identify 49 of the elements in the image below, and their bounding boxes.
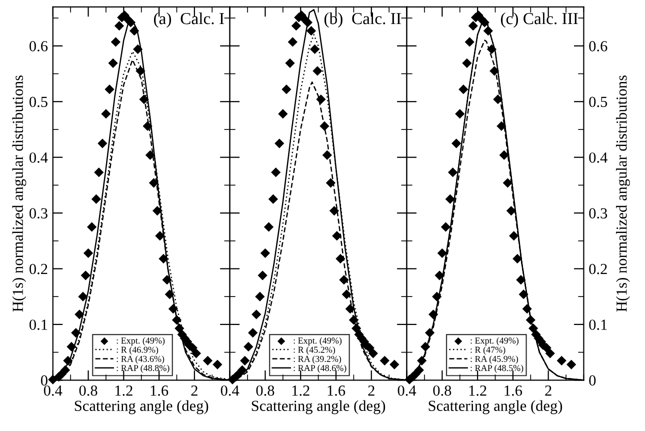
x-tick-label: 1.6 (328, 385, 346, 396)
x-tick-label: 0.4 (44, 385, 62, 396)
x-tick-label: 1.2 (292, 385, 310, 396)
y-tick-label: 0.1 (30, 320, 48, 330)
y-axis-title: H(1s) normalized angular distributions (12, 75, 26, 312)
x-tick-label: 0.4 (398, 385, 416, 396)
annotation: (b) Calc. II (324, 12, 401, 28)
y-tick-label: 0.1 (589, 320, 607, 330)
y-tick-label: 0 (589, 375, 596, 386)
y-tick-label: 0.3 (589, 208, 608, 219)
x-tick-label: 1.6 (504, 385, 522, 396)
legend-label: : RAP (48.5%) (470, 364, 524, 373)
x-tick-label: 0.8 (79, 385, 98, 396)
x-axis-title: Scattering angle (deg) (428, 400, 562, 414)
x-tick-label: 1.6 (150, 385, 168, 396)
legend-label: : Expt. (49%) (116, 337, 165, 346)
legend-label: : R (47%) (470, 346, 506, 355)
legend-label: : Expt. (49%) (294, 337, 342, 346)
x-axis-title: Scattering angle (deg) (252, 400, 386, 414)
legend-label: : RAP (48.6%) (294, 364, 346, 373)
y-tick-label: 0.3 (30, 208, 48, 219)
y-tick-label: 0.4 (589, 152, 608, 163)
x-axis-title: Scattering angle (deg) (74, 400, 208, 414)
legend-label: : R (45.2%) (294, 346, 336, 355)
legend-label: : RA (43.6%) (116, 356, 164, 364)
annotation: (c) Calc. III (500, 12, 578, 28)
y-tick-label: 0.6 (589, 41, 608, 52)
x-tick-label: 0.4 (220, 385, 240, 396)
y-axis-title: H(1s) normalized angular distributions (616, 75, 630, 312)
legend-label: : Expt. (49%) (470, 337, 518, 346)
legend-label: : RA (45.9%) (470, 356, 518, 364)
x-tick-label: 1.2 (469, 385, 486, 396)
y-tick-label: 0.2 (30, 264, 48, 274)
x-tick-label: 0.8 (433, 385, 452, 396)
y-tick-label: 0.4 (30, 152, 48, 163)
legend-label: : R (46.9%) (116, 346, 158, 355)
x-tick-label: 2 (545, 385, 552, 396)
legend-label: : RA (39.2%) (294, 356, 342, 364)
x-tick-label: 2 (368, 385, 374, 396)
x-tick-label: 1.2 (115, 385, 132, 396)
y-tick-label: 0.6 (30, 41, 48, 52)
legend-label: : RAP (48.8%) (116, 364, 170, 373)
y-tick-label: 0.2 (589, 264, 607, 274)
y-tick-label: 0.5 (589, 96, 608, 108)
x-tick-label: 0.8 (256, 385, 274, 396)
x-tick-label: 2 (191, 385, 198, 396)
annotation: (a) Calc. I (154, 12, 224, 28)
y-tick-label: 0 (40, 375, 48, 386)
y-tick-label: 0.5 (30, 96, 48, 108)
